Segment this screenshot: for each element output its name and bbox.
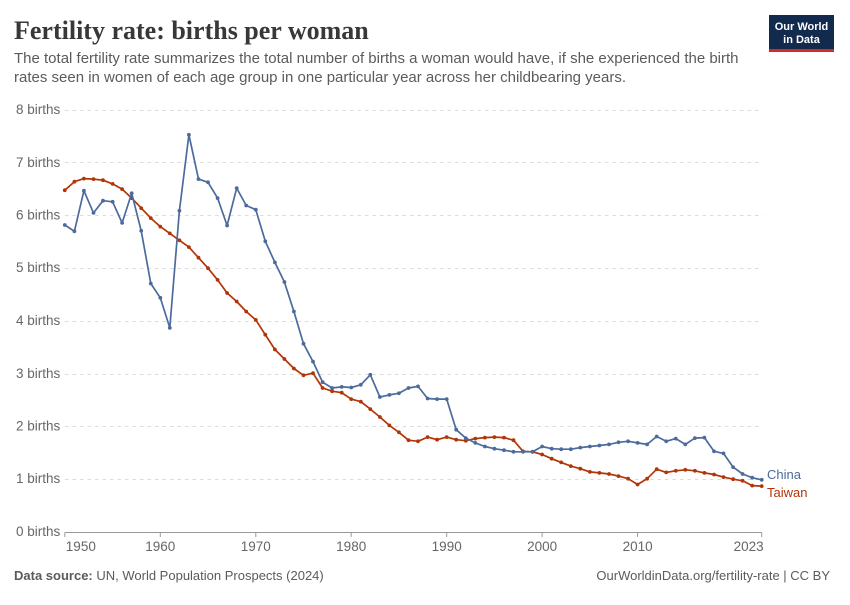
svg-text:2023: 2023 [734,539,764,554]
svg-text:1960: 1960 [145,539,175,554]
svg-text:8 births: 8 births [16,102,61,117]
svg-text:1970: 1970 [241,539,271,554]
svg-text:Taiwan: Taiwan [767,485,807,500]
svg-text:1980: 1980 [336,539,366,554]
svg-text:2 births: 2 births [16,419,61,434]
svg-text:1 births: 1 births [16,471,61,486]
svg-text:2000: 2000 [527,539,557,554]
svg-text:7 births: 7 births [16,155,61,170]
svg-text:0 births: 0 births [16,524,61,539]
svg-text:1950: 1950 [66,539,96,554]
svg-text:5 births: 5 births [16,260,61,275]
svg-text:1990: 1990 [432,539,462,554]
svg-text:6 births: 6 births [16,208,61,223]
svg-text:China: China [767,467,802,482]
svg-text:4 births: 4 births [16,313,61,328]
svg-text:3 births: 3 births [16,366,61,381]
svg-text:2010: 2010 [623,539,653,554]
